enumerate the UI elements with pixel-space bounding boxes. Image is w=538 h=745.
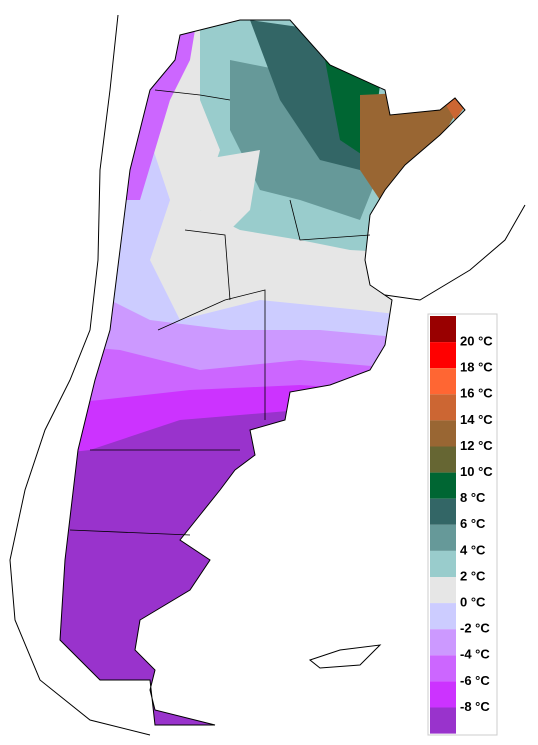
legend-label: -4 °C [460,647,490,662]
legend-swatch [430,707,456,734]
legend-swatch [430,316,456,343]
coastline [384,204,526,301]
legend-label: 0 °C [460,595,486,610]
legend-swatch [430,550,456,577]
legend-label: 20 °C [460,334,493,349]
legend-label: 12 °C [460,438,493,453]
legend-swatch [430,577,456,604]
legend-label: 6 °C [460,516,486,531]
legend-swatch [430,655,456,682]
legend-swatch [430,394,456,421]
legend-label: -2 °C [460,621,490,636]
legend-swatch [430,603,456,630]
country-border [59,19,466,726]
legend-label: 8 °C [460,490,486,505]
legend-swatch [430,498,456,525]
legend-label: -8 °C [460,699,490,714]
legend-label: 18 °C [460,360,493,375]
legend-label: 2 °C [460,568,486,583]
legend-swatch [430,368,456,395]
legend-swatch [430,342,456,369]
island [308,644,382,669]
legend-label: 14 °C [460,412,493,427]
legend-label: 16 °C [460,386,493,401]
legend-swatch [430,681,456,708]
legend-label: 10 °C [460,464,493,479]
legend-swatch [430,629,456,656]
legend: 20 °C 18 °C 16 °C 14 °C 12 °C 10 °C 8 °C 6 °C 4 … [430,316,493,734]
coastline [9,14,151,736]
legend-swatch [430,524,456,551]
province-border [69,89,371,536]
legend-label: -6 °C [460,673,490,688]
legend-swatch [430,472,456,499]
legend-swatch [430,420,456,447]
legend-label: 4 °C [460,542,486,557]
legend-swatch [430,446,456,473]
